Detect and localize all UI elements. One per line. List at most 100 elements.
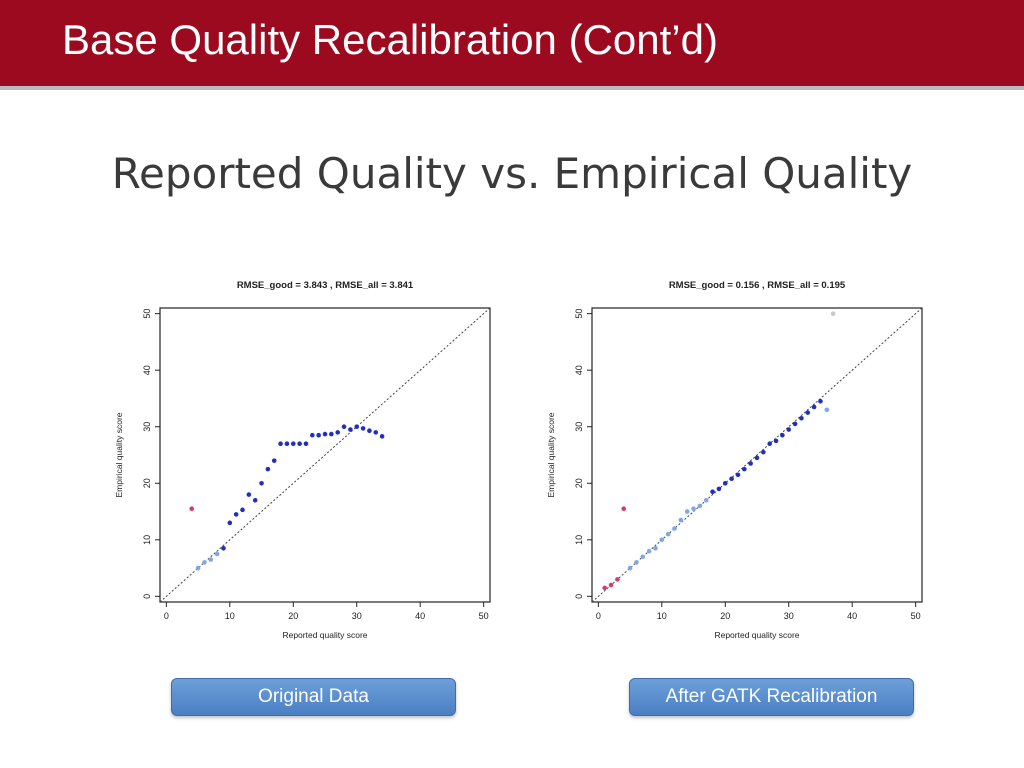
scatter-plot-recalibrated: RMSE_good = 0.156 , RMSE_all = 0.195 0 10 2… bbox=[546, 280, 923, 640]
data-point-good bbox=[379, 434, 385, 439]
data-point-good bbox=[227, 520, 233, 526]
data-point-good bbox=[818, 398, 823, 404]
data-point-poor bbox=[202, 560, 207, 565]
data-point-good bbox=[742, 466, 747, 472]
title-bar: Base Quality Recalibration (Cont’d) bbox=[0, 0, 1024, 90]
y-tick-label: 10 bbox=[574, 535, 584, 545]
data-point-poor bbox=[672, 526, 677, 531]
data-point-good bbox=[335, 430, 340, 435]
y-tick-label: 50 bbox=[574, 309, 584, 319]
x-tick-label: 10 bbox=[657, 611, 667, 621]
data-point-good bbox=[329, 431, 334, 437]
data-point-good bbox=[265, 466, 271, 472]
data-point-faint bbox=[830, 311, 836, 316]
data-point-good bbox=[716, 486, 722, 492]
data-point-good bbox=[252, 497, 258, 503]
y-tick-label: 20 bbox=[574, 478, 584, 488]
data-point-poor bbox=[634, 560, 639, 565]
y-tick-label: 0 bbox=[574, 594, 584, 599]
data-point-good bbox=[367, 428, 372, 433]
data-point-good bbox=[811, 404, 817, 410]
x-tick-label: 40 bbox=[847, 611, 857, 621]
data-point-good bbox=[348, 427, 353, 432]
data-point-good bbox=[303, 441, 309, 446]
data-point-good bbox=[754, 455, 760, 461]
plot-recalibrated: RMSE_good = 0.156 , RMSE_all = 0.195 0 10 2… bbox=[540, 270, 932, 660]
x-tick-label: 20 bbox=[288, 611, 298, 621]
data-point-good bbox=[233, 512, 239, 517]
data-point-good bbox=[316, 432, 321, 438]
x-tick-label: 0 bbox=[164, 611, 169, 621]
data-point-poor bbox=[640, 554, 646, 560]
data-point-good bbox=[748, 461, 753, 466]
original-data-button[interactable]: Original Data bbox=[171, 678, 456, 716]
data-point-poor bbox=[684, 509, 690, 514]
data-point-poor bbox=[195, 565, 201, 571]
data-point-good bbox=[722, 480, 728, 486]
y-tick-label: 40 bbox=[142, 365, 152, 375]
reference-line bbox=[159, 307, 491, 603]
x-axis-label: Reported quality score bbox=[282, 630, 367, 640]
x-tick-label: 10 bbox=[225, 611, 235, 621]
data-point-outlier bbox=[615, 577, 620, 582]
x-axis-label: Reported quality score bbox=[714, 630, 799, 640]
data-point-poor bbox=[653, 545, 658, 551]
data-point-poor bbox=[646, 548, 652, 554]
x-tick-label: 50 bbox=[911, 611, 921, 621]
data-point-good bbox=[786, 427, 792, 432]
data-point-good bbox=[310, 432, 315, 438]
data-point-good bbox=[246, 492, 252, 497]
data-point-good bbox=[761, 449, 766, 455]
data-point-poor bbox=[208, 557, 214, 562]
data-point-good bbox=[735, 472, 741, 478]
data-point-poor bbox=[665, 531, 671, 537]
x-tick-label: 0 bbox=[596, 611, 601, 621]
chart-title: RMSE_good = 0.156 , RMSE_all = 0.195 bbox=[669, 280, 846, 291]
data-point-good bbox=[710, 489, 715, 495]
data-point-outlier bbox=[621, 506, 627, 512]
data-point-good bbox=[284, 441, 290, 446]
y-tick-label: 30 bbox=[574, 422, 584, 432]
data-point-good bbox=[259, 480, 264, 486]
data-point-good bbox=[290, 441, 296, 446]
data-point-good bbox=[271, 458, 277, 463]
plot-frame bbox=[591, 307, 923, 603]
x-tick-label: 20 bbox=[720, 611, 730, 621]
data-point-good bbox=[805, 410, 811, 415]
plot-original: RMSE_good = 3.843 , RMSE_all = 3.841 0 10 2… bbox=[108, 270, 500, 660]
data-point-outlier bbox=[608, 582, 614, 588]
data-point-poor bbox=[214, 551, 220, 557]
data-point-poor bbox=[697, 503, 703, 509]
data-point-outlier bbox=[189, 506, 195, 512]
after-recalibration-button[interactable]: After GATK Recalibration bbox=[629, 678, 914, 716]
data-point-good bbox=[322, 431, 328, 437]
data-point-poor bbox=[678, 517, 684, 523]
data-point-good bbox=[240, 507, 245, 513]
scatter-plot-original: RMSE_good = 3.843 , RMSE_all = 3.841 0 10 2… bbox=[114, 280, 491, 640]
y-tick-label: 50 bbox=[142, 309, 152, 319]
plot-frame bbox=[159, 307, 491, 603]
data-point-poor bbox=[659, 537, 665, 543]
data-point-good bbox=[360, 426, 366, 431]
data-point-good bbox=[729, 476, 734, 482]
data-point-good bbox=[278, 441, 283, 446]
data-point-poor bbox=[824, 407, 830, 413]
x-tick-label: 30 bbox=[784, 611, 794, 621]
y-tick-label: 40 bbox=[574, 365, 584, 375]
y-axis-label: Empirical quality score bbox=[546, 412, 556, 497]
data-point-good bbox=[780, 432, 785, 438]
data-point-good bbox=[792, 421, 798, 427]
data-point-good bbox=[773, 438, 779, 444]
data-point-good bbox=[354, 424, 360, 430]
slide-title: Base Quality Recalibration (Cont’d) bbox=[62, 16, 718, 63]
y-axis-label: Empirical quality score bbox=[114, 412, 124, 497]
x-tick-label: 50 bbox=[479, 611, 489, 621]
data-point-poor bbox=[691, 506, 696, 512]
x-tick-label: 30 bbox=[352, 611, 362, 621]
data-point-good bbox=[799, 415, 804, 421]
y-tick-label: 20 bbox=[142, 478, 152, 488]
x-tick-label: 40 bbox=[415, 611, 425, 621]
data-point-poor bbox=[703, 497, 709, 503]
y-tick-label: 30 bbox=[142, 422, 152, 432]
data-point-poor bbox=[627, 565, 633, 571]
